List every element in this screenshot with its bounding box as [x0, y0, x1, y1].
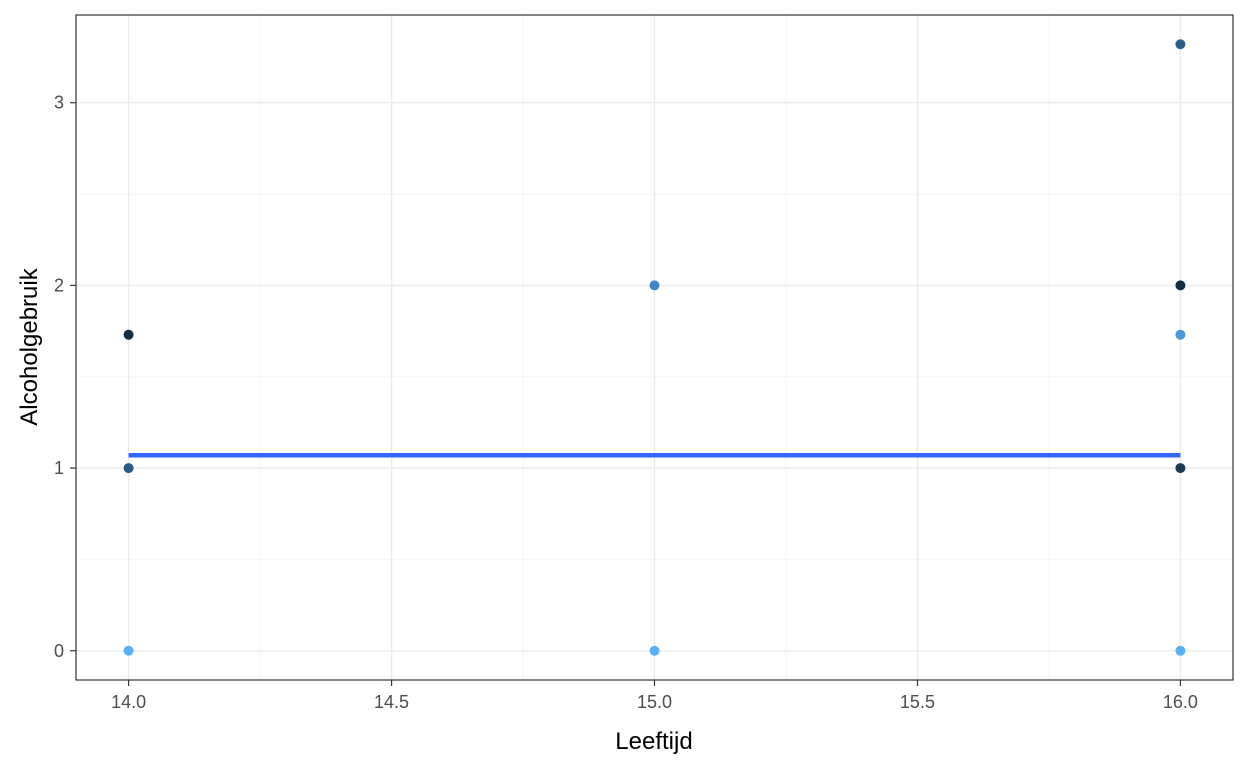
y-tick-label: 3	[54, 93, 64, 113]
data-point	[649, 645, 660, 656]
y-tick-label: 1	[54, 458, 64, 478]
x-tick-label: 15.0	[637, 692, 672, 712]
grid-layer	[76, 15, 1233, 680]
data-point	[649, 280, 660, 291]
x-tick-label: 16.0	[1163, 692, 1198, 712]
data-point	[123, 329, 134, 340]
y-tick-label: 0	[54, 641, 64, 661]
data-point	[1175, 39, 1186, 50]
x-axis-title: Leeftijd	[615, 728, 692, 755]
data-point	[123, 463, 134, 474]
x-tick-label: 14.0	[111, 692, 146, 712]
x-tick-label: 14.5	[374, 692, 409, 712]
y-axis-ticks: 0 1 2 3	[54, 93, 76, 661]
x-axis-ticks: 14.0 14.5 15.0 15.5 16.0	[111, 680, 1198, 712]
data-point	[1175, 329, 1186, 340]
y-tick-label: 2	[54, 275, 64, 295]
data-point	[123, 645, 134, 656]
y-axis-title: Alcoholgebruik	[16, 267, 43, 425]
x-tick-label: 15.5	[900, 692, 935, 712]
data-point	[1175, 463, 1186, 474]
point-layer	[123, 39, 1186, 656]
data-point	[1175, 280, 1186, 291]
data-point	[1175, 645, 1186, 656]
